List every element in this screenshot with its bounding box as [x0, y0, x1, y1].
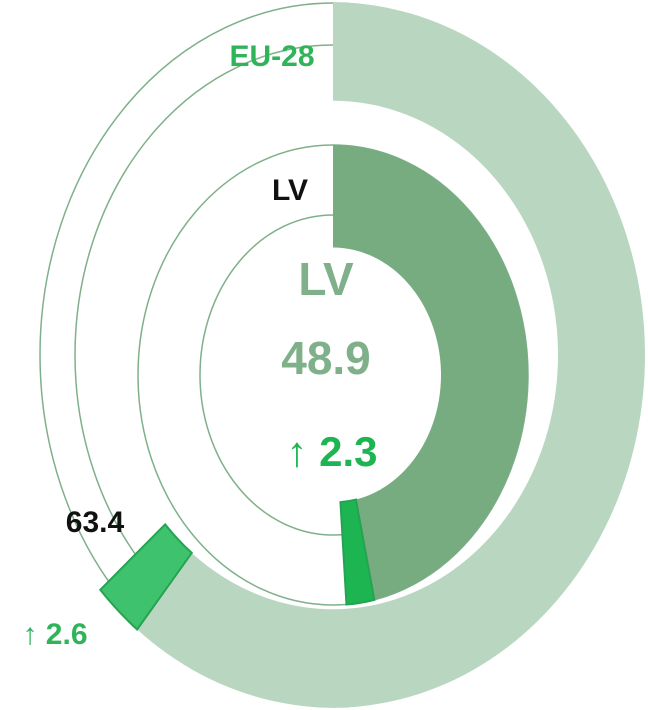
center-value: 48.9: [281, 332, 371, 384]
value-arc: [100, 2, 646, 708]
outer-value: 63.4: [66, 506, 125, 539]
outer-label: EU-28: [229, 40, 314, 73]
inner-label: LV: [272, 174, 308, 207]
center-name: LV: [298, 253, 354, 305]
outer-change: ↑ 2.6: [22, 618, 87, 651]
center-change: ↑ 2.3: [286, 428, 377, 475]
value-arc: [333, 144, 528, 605]
change-arc: [339, 498, 376, 606]
change-arc: [98, 522, 194, 631]
